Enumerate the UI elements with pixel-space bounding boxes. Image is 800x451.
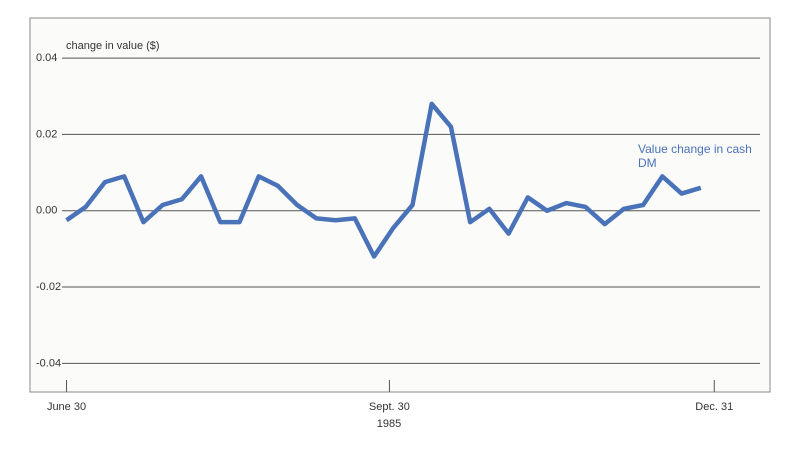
y-tick-label: -0.02 xyxy=(36,281,61,293)
series-label: Value change in cash DM xyxy=(638,142,752,170)
y-axis-label: change in value ($) xyxy=(66,40,160,52)
x-tick-label: Sept. 30 xyxy=(369,401,410,413)
x-axis-label: 1985 xyxy=(377,418,401,430)
y-tick-label: 0.04 xyxy=(36,52,57,64)
y-tick-label: -0.04 xyxy=(36,357,61,369)
x-tick-label: Dec. 31 xyxy=(695,401,733,413)
data-line xyxy=(65,101,702,259)
y-tick-label: 0.00 xyxy=(36,205,57,217)
x-tick-label: June 30 xyxy=(47,401,86,413)
plot-frame xyxy=(29,17,771,393)
y-tick-label: 0.02 xyxy=(36,128,57,140)
